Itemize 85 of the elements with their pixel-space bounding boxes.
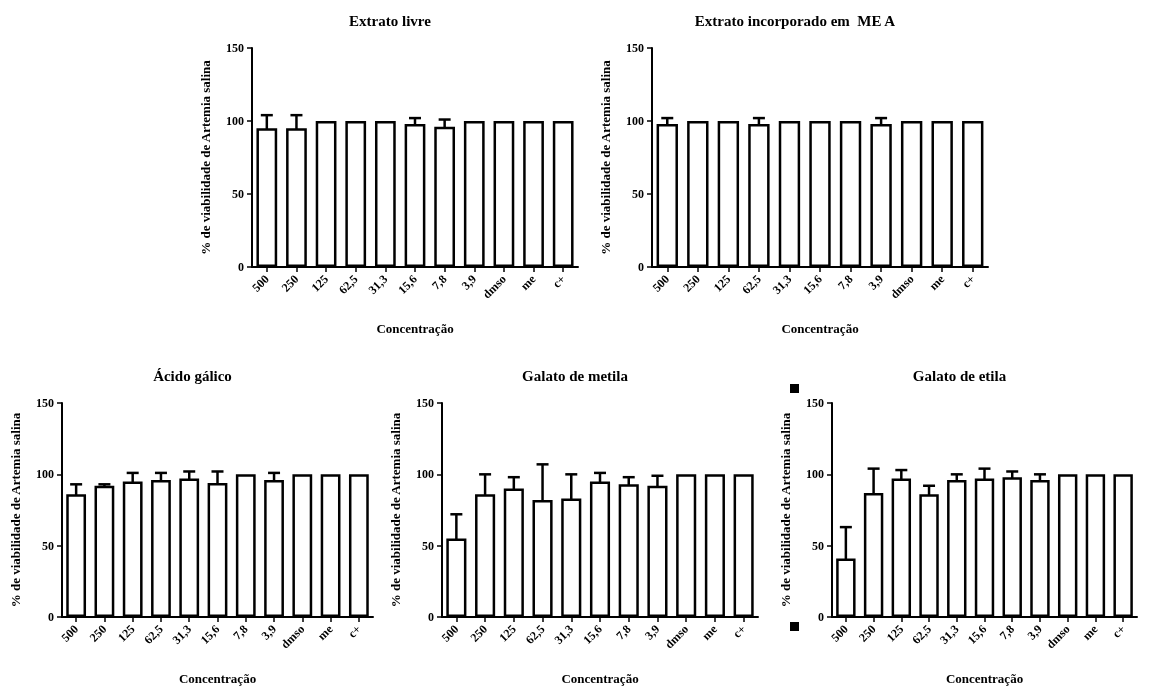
x-tick-label: 15,6 xyxy=(580,622,605,647)
x-tick-label: 62,5 xyxy=(522,622,548,647)
y-axis-title: % de viabilidade de Artemia salina xyxy=(598,59,613,255)
y-tick-label: 50 xyxy=(232,187,244,201)
x-tick-label: 7,8 xyxy=(613,622,634,643)
x-tick-label: 62,5 xyxy=(909,622,934,647)
x-tick-label: c+ xyxy=(1109,621,1129,641)
x-tick-label: 7,8 xyxy=(996,622,1018,643)
y-tick-label: 150 xyxy=(36,396,54,410)
x-axis-title: Concentração xyxy=(945,671,1024,686)
y-tick-label: 150 xyxy=(806,396,824,410)
x-tick-label: c+ xyxy=(549,271,569,291)
y-tick-label: 100 xyxy=(806,467,824,482)
x-tick-label: 31,3 xyxy=(936,622,962,647)
x-tick-label: 500 xyxy=(438,622,462,645)
y-tick-label: 100 xyxy=(626,114,644,128)
x-tick-label: 62,5 xyxy=(739,272,764,297)
chart-title: Galato de metila xyxy=(522,367,629,384)
x-tick-label: 3,9 xyxy=(865,272,887,293)
x-tick-label: 3,9 xyxy=(458,272,480,293)
y-tick-label: 150 xyxy=(416,396,434,410)
y-tick-label: 100 xyxy=(36,467,54,482)
x-tick-label: 31,3 xyxy=(551,622,577,647)
y-axis-title: % de viabilidade de Artemia salina xyxy=(8,412,23,608)
x-tick-label: 62,5 xyxy=(335,272,361,297)
y-axis-title: % de viabilidade de Artemia salina xyxy=(198,59,213,255)
x-tick-label: me xyxy=(1079,621,1101,643)
x-tick-label: c+ xyxy=(959,271,978,291)
x-tick-label: 7,8 xyxy=(835,272,856,293)
x-tick-label: 3,9 xyxy=(258,622,279,643)
x-axis-title: Concentração xyxy=(561,671,639,686)
chart-title: Galato de etila xyxy=(912,367,1007,384)
x-tick-label: 125 xyxy=(115,622,138,645)
x-tick-label: 15,6 xyxy=(395,272,420,297)
y-tick-label: 0 xyxy=(48,610,54,624)
x-tick-label: 31,3 xyxy=(365,272,391,297)
y-tick-label: 0 xyxy=(238,260,244,274)
x-tick-label: 125 xyxy=(710,272,734,295)
y-tick-label: 100 xyxy=(416,467,434,482)
x-tick-label: 500 xyxy=(249,272,272,295)
x-tick-label: 15,6 xyxy=(197,622,223,647)
y-tick-label: 150 xyxy=(626,41,644,55)
y-tick-label: 50 xyxy=(812,538,824,553)
x-tick-label: 3,9 xyxy=(641,622,663,643)
x-tick-label: c+ xyxy=(730,621,749,641)
x-tick-label: 3,9 xyxy=(1024,622,1045,643)
x-tick-label: me xyxy=(699,621,721,643)
x-tick-label: 250 xyxy=(680,272,703,295)
x-axis-title: Concentração xyxy=(781,321,859,336)
x-tick-label: 250 xyxy=(467,622,491,645)
y-axis-title: % de viabilidade de Artemia salina xyxy=(778,412,793,608)
x-tick-label: 500 xyxy=(828,622,851,645)
x-tick-label: c+ xyxy=(345,621,364,641)
y-tick-label: 50 xyxy=(632,187,644,201)
x-tick-label: me xyxy=(314,621,337,643)
x-tick-label: 250 xyxy=(86,622,110,645)
chart-title: Ácido gálico xyxy=(153,367,232,384)
x-tick-label: 15,6 xyxy=(964,622,990,647)
x-tick-label: 62,5 xyxy=(141,622,166,647)
y-axis-title: % de viabilidade de Artemia salina xyxy=(388,412,403,608)
x-tick-label: me xyxy=(926,271,948,293)
x-tick-label: 125 xyxy=(883,622,907,645)
x-tick-label: 7,8 xyxy=(230,622,251,643)
y-tick-label: 50 xyxy=(42,538,54,553)
x-tick-label: 7,8 xyxy=(429,272,450,293)
x-tick-label: 31,3 xyxy=(769,272,795,297)
x-tick-label: 500 xyxy=(649,272,673,295)
chart-title: Extrato livre xyxy=(349,12,432,29)
x-tick-label: 31,3 xyxy=(169,622,195,647)
x-tick-label: 500 xyxy=(58,622,82,645)
y-tick-label: 0 xyxy=(638,260,644,274)
x-tick-label: 125 xyxy=(496,622,519,645)
x-tick-label: 125 xyxy=(308,272,332,295)
y-tick-label: 0 xyxy=(428,610,434,624)
y-tick-label: 100 xyxy=(226,114,244,128)
x-tick-label: 250 xyxy=(855,622,879,645)
x-tick-label: 250 xyxy=(278,272,302,295)
x-tick-label: me xyxy=(517,271,539,293)
x-tick-label: 15,6 xyxy=(800,272,825,297)
y-tick-label: 50 xyxy=(422,538,434,553)
x-axis-title: Concentração xyxy=(376,321,454,336)
x-axis-title: Concentração xyxy=(178,671,257,686)
y-tick-label: 150 xyxy=(226,41,244,55)
chart-title: Extrato incorporado em ME A xyxy=(694,12,896,29)
y-tick-label: 0 xyxy=(818,610,824,624)
